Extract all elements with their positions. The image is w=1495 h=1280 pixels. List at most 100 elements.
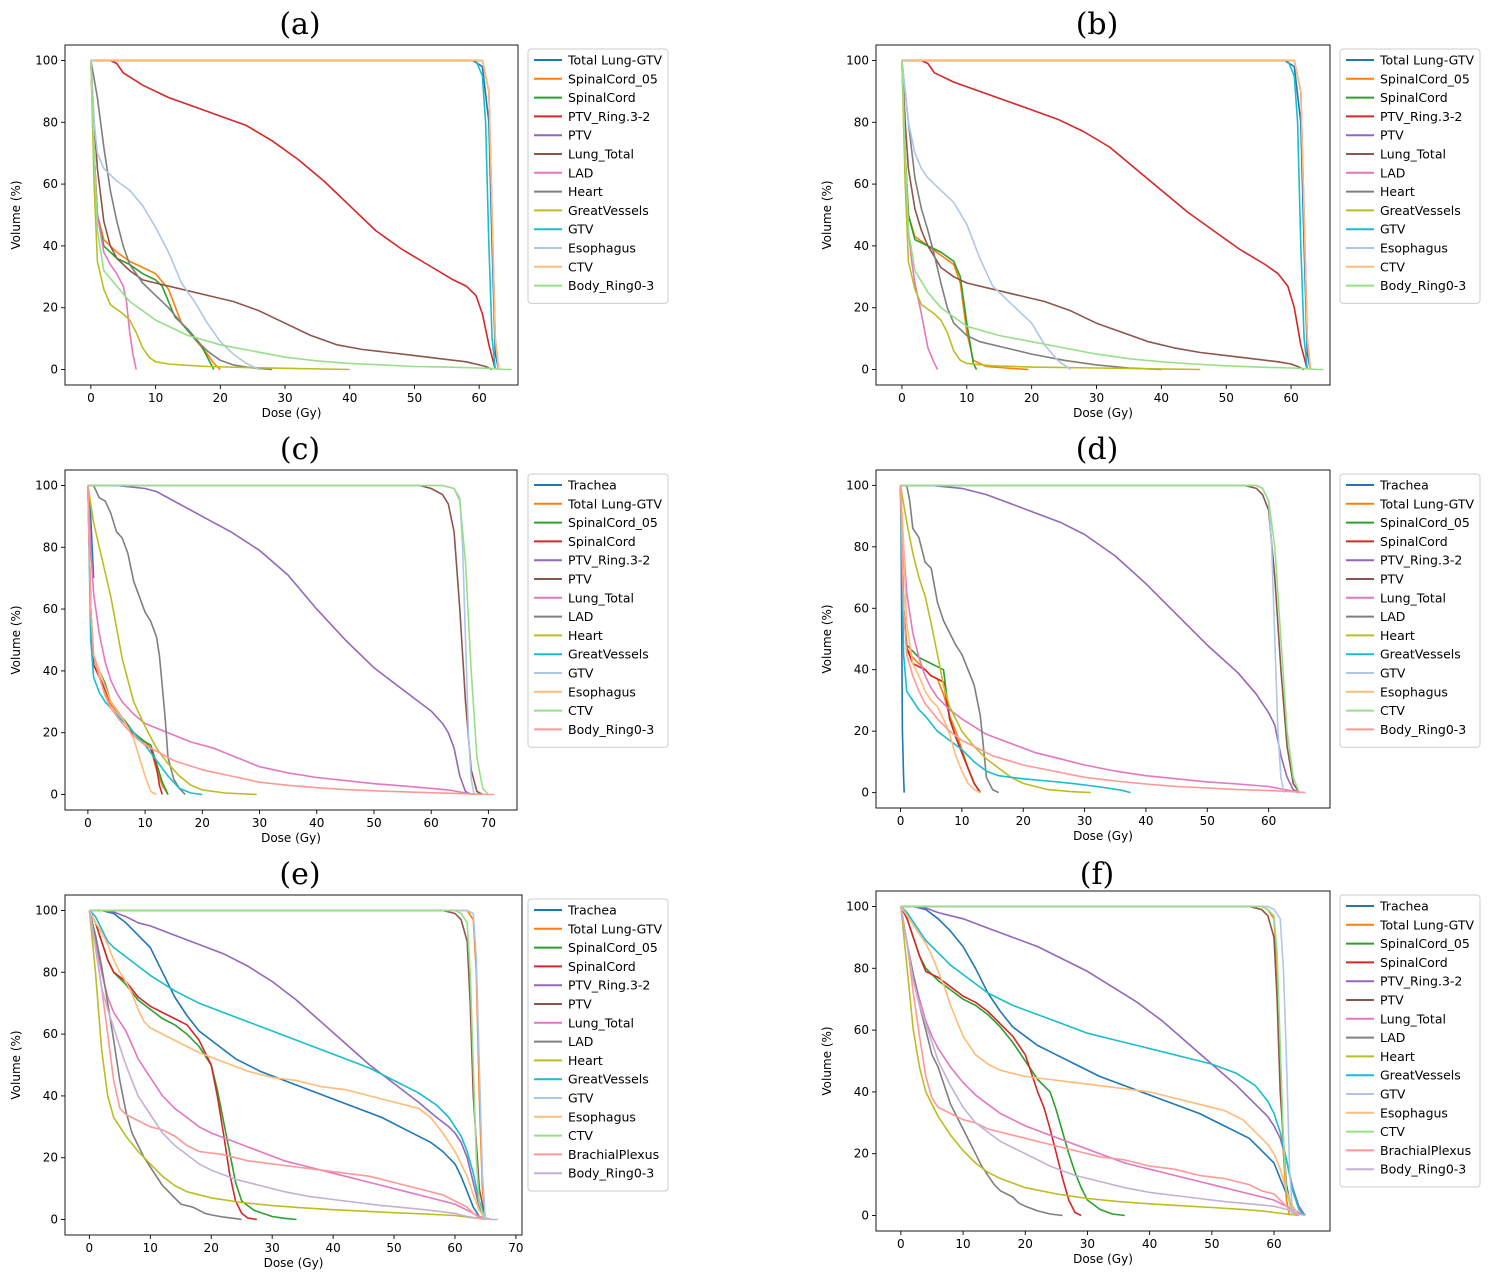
legend-entry: Lung_Total <box>1380 590 1446 605</box>
series-line-ctv <box>900 905 1294 1216</box>
x-tick-label: 20 <box>213 391 228 405</box>
panel-b-title: (b) <box>1076 7 1119 42</box>
x-tick-label: 60 <box>1261 814 1276 828</box>
legend: Trachea Total Lung-GTV SpinalCord_05 Spinal… <box>527 473 669 748</box>
y-axis-label: Volume (%) <box>9 1030 23 1099</box>
panel-a-title: (a) <box>279 7 320 42</box>
legend-entry: PTV <box>568 128 592 143</box>
y-axis-label: Volume (%) <box>9 605 23 674</box>
series-line-gtv <box>900 905 1294 1216</box>
y-tick-label: 40 <box>854 239 869 253</box>
y-tick-label: 40 <box>43 1089 58 1103</box>
legend-entry: PTV <box>568 997 592 1012</box>
legend-entry: Lung_Total <box>1380 147 1446 162</box>
series-line-greatvessels <box>900 905 1306 1217</box>
legend-entry: Body_Ring0-3 <box>568 722 654 737</box>
x-tick-label: 60 <box>424 816 439 830</box>
series-line-lung-total <box>88 910 492 1221</box>
series-line-esophagus <box>90 60 260 371</box>
x-tick-label: 20 <box>195 816 210 830</box>
series-line-ctv <box>900 484 1301 793</box>
legend-entry: GTV <box>568 666 594 681</box>
series-line-esophagus <box>899 485 981 794</box>
y-tick-label: 0 <box>50 788 58 802</box>
legend-entry: Body_Ring0-3 <box>1380 722 1466 737</box>
legend-entry: Heart <box>1380 1049 1415 1064</box>
y-tick-label: 80 <box>854 961 869 975</box>
y-axis-label: Volume (%) <box>9 180 23 249</box>
panel-d-title: (d) <box>1076 432 1119 467</box>
legend-entry: BrachialPlexus <box>1380 1143 1471 1158</box>
y-tick-label: 0 <box>861 786 869 800</box>
x-tick-label: 50 <box>366 816 381 830</box>
legend-entry: SpinalCord <box>1380 955 1448 970</box>
legend-entry: Heart <box>1380 184 1415 199</box>
legend-entry: Total Lung-GTV <box>1379 496 1475 511</box>
y-tick-label: 0 <box>861 1209 869 1223</box>
x-tick-label: 10 <box>148 391 163 405</box>
legend-entry: GreatVessels <box>568 647 649 662</box>
panel-d: (d) 0 10 20 30 40 50 60 0 20 40 60 80 100 Dose (Gy) Vo… <box>820 432 1481 843</box>
panel-c-plot: 0 10 20 30 40 50 60 70 0 20 40 60 80 100 Dose (Gy) Volu… <box>9 469 669 845</box>
legend-entry: SpinalCord_05 <box>568 71 658 86</box>
y-tick-label: 60 <box>854 177 869 191</box>
legend-entry: SpinalCord_05 <box>568 515 658 530</box>
x-tick-label: 0 <box>87 391 95 405</box>
series-line-greatvessels <box>88 909 487 1220</box>
series-line-heart <box>90 60 273 371</box>
x-tick-label: 0 <box>897 814 905 828</box>
legend-entry: Body_Ring0-3 <box>568 1166 654 1181</box>
series-line-trachea <box>89 909 486 1221</box>
x-tick-label: 50 <box>1219 391 1234 405</box>
series-line-total-lung-gtv <box>900 905 1291 1216</box>
legend-box <box>527 898 669 1192</box>
series-line-spinalcord <box>900 906 1082 1217</box>
y-tick-label: 100 <box>35 53 58 67</box>
series-line-ptv-ring-3-2 <box>900 905 1306 1216</box>
legend-entry: Lung_Total <box>568 147 634 162</box>
legend: Trachea Total Lung-GTV SpinalCord_05 Spinal… <box>1339 894 1481 1188</box>
x-tick-label: 30 <box>252 816 267 830</box>
series-line-ptv-ring-3-2 <box>901 59 1309 370</box>
legend-entry: Lung_Total <box>568 1015 634 1030</box>
series-line-ptv-ring-3-2 <box>90 59 497 370</box>
x-axis-label: Dose (Gy) <box>261 831 321 845</box>
series-line-esophagus <box>901 60 1072 371</box>
series-line-body-ring0-3 <box>899 485 1306 794</box>
x-tick-label: 20 <box>1016 814 1031 828</box>
series-line-spinalcord-05 <box>901 60 1029 371</box>
series-line-total-lung-gtv <box>90 59 500 370</box>
legend-entry: CTV <box>568 703 593 718</box>
series-line-esophagus <box>900 906 1300 1216</box>
x-tick-label: 50 <box>1200 814 1215 828</box>
series-line-ptv <box>89 909 487 1220</box>
series-line-lad <box>900 484 1000 794</box>
plot-frame <box>875 890 1331 1232</box>
y-tick-label: 40 <box>43 239 58 253</box>
legend-entry: Esophagus <box>1380 1105 1448 1120</box>
series-line-spinalcord-05 <box>900 906 1125 1217</box>
legend-box <box>1339 894 1481 1188</box>
legend-entry: Heart <box>568 628 603 643</box>
series-line-heart <box>901 60 1162 371</box>
legend: Trachea Total Lung-GTV SpinalCord_05 Spinal… <box>527 898 669 1192</box>
legend-entry: Body_Ring0-3 <box>1380 1162 1466 1177</box>
legend-entry: PTV <box>568 572 592 587</box>
legend-box <box>527 473 669 748</box>
legend-entry: GreatVessels <box>1380 203 1461 218</box>
legend-entry: Heart <box>568 1053 603 1068</box>
legend-entry: SpinalCord_05 <box>1380 936 1470 951</box>
legend-entry: CTV <box>1380 703 1405 718</box>
panel-b: (b) 0 10 20 30 40 50 60 0 20 40 60 80 100 Dose (Gy) Vo… <box>820 7 1481 420</box>
panel-f-plot: 0 10 20 30 40 50 60 0 20 40 60 80 100 Dose (Gy) Volume… <box>820 890 1481 1266</box>
legend-entry: CTV <box>1380 1124 1405 1139</box>
panel-a: (a) 0 10 20 30 40 50 60 0 20 40 60 80 100 Dose (Gy) Vo… <box>9 7 669 420</box>
legend-entry: Trachea <box>567 478 617 493</box>
series-line-total-lung-gtv <box>899 485 981 794</box>
y-tick-label: 60 <box>43 177 58 191</box>
panel-f: (f) 0 10 20 30 40 50 60 0 20 40 60 80 100 Dose (Gy) Vo… <box>820 857 1481 1266</box>
x-tick-label: 40 <box>309 816 324 830</box>
y-tick-label: 20 <box>854 1147 869 1161</box>
series-line-body-ring0-3 <box>87 485 495 796</box>
legend-box <box>1339 473 1481 748</box>
